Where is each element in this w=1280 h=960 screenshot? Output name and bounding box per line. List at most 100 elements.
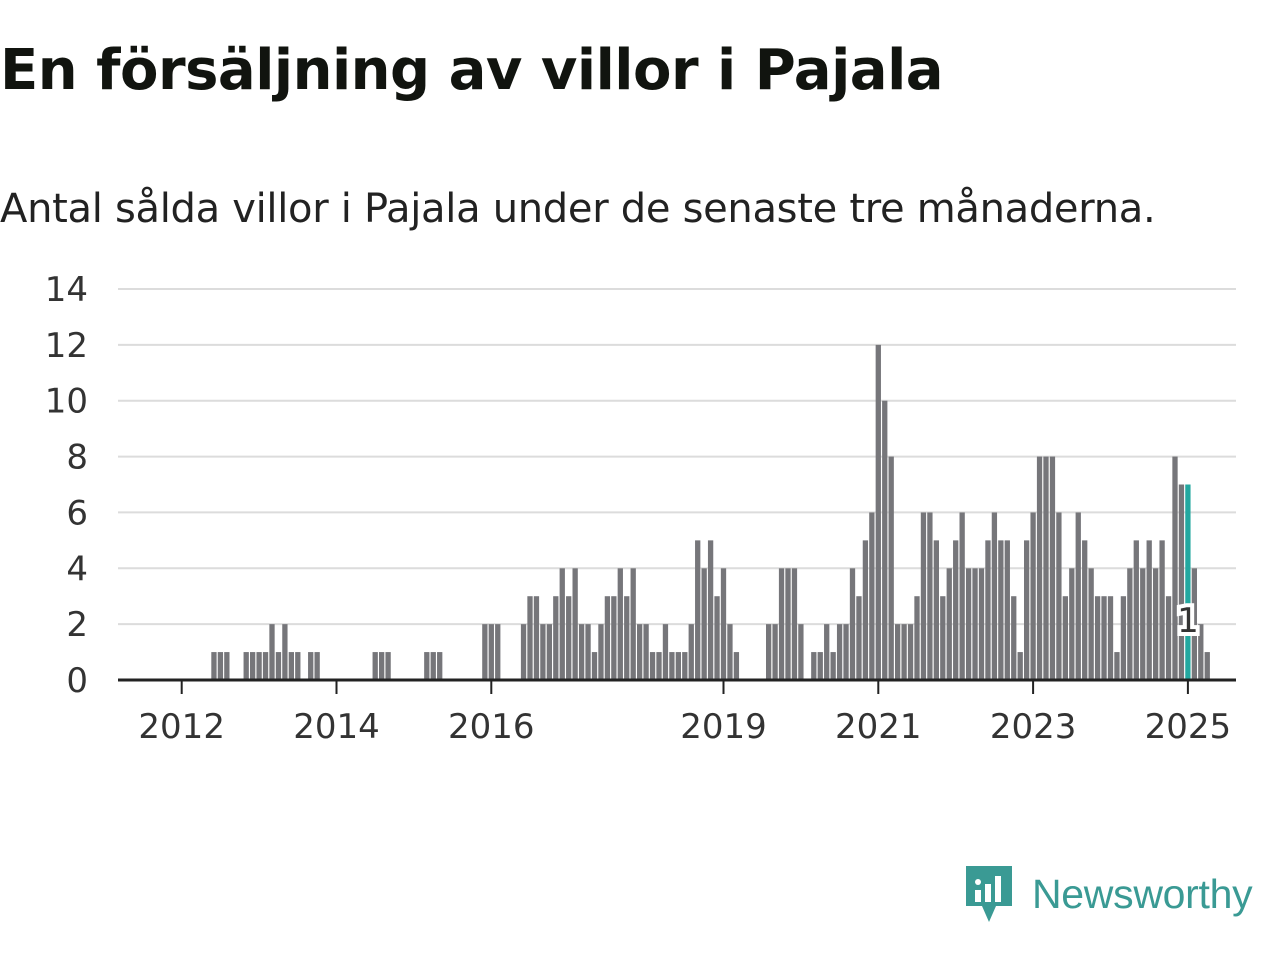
bar: [578, 624, 585, 680]
bar: [643, 624, 649, 680]
bar: [379, 652, 385, 680]
bar: [907, 624, 914, 680]
bar: [830, 652, 836, 680]
bar: [1133, 540, 1139, 680]
bar: [953, 540, 959, 680]
brand-name: Newsworthy: [1032, 870, 1253, 917]
bar: [1198, 624, 1204, 680]
newsworthy-logo-icon: [966, 866, 1012, 922]
bar: [604, 596, 611, 680]
y-tick-label: 10: [45, 382, 88, 422]
bar: [669, 652, 675, 680]
bar: [1178, 484, 1185, 680]
bar: [288, 652, 294, 680]
x-tick-label: 2016: [448, 707, 535, 747]
bar: [675, 652, 681, 680]
bar: [527, 596, 533, 680]
bar: [1159, 540, 1165, 680]
bar: [798, 624, 804, 680]
bar: [546, 624, 552, 680]
bar: [637, 624, 643, 680]
bar: [1011, 596, 1017, 680]
bar: [895, 624, 901, 680]
chart-subtitle: Antal sålda villor i Pajala under de sen…: [0, 186, 1156, 232]
bar: [1094, 596, 1101, 680]
bar: [1075, 512, 1081, 680]
bar: [1127, 568, 1133, 680]
bar: [611, 596, 617, 680]
bar: [656, 652, 662, 680]
bar: [766, 624, 772, 680]
bar: [430, 652, 436, 680]
x-tick-label: 2012: [138, 707, 225, 747]
newsworthy-logo[interactable]: Newsworthy: [964, 864, 1253, 924]
bar: [875, 344, 881, 680]
bar: [817, 652, 823, 680]
bar: [772, 624, 778, 680]
bar: [488, 624, 494, 680]
bar: [211, 652, 217, 680]
bar: [591, 652, 598, 680]
bar: [836, 624, 843, 680]
bar: [1082, 540, 1088, 680]
bar: [701, 568, 707, 680]
y-tick-label: 6: [66, 493, 88, 533]
bar: [959, 512, 965, 680]
bar: [1062, 596, 1068, 680]
chart-title: En försäljning av villor i Pajala: [0, 38, 944, 103]
bar: [682, 652, 688, 680]
bar: [256, 652, 262, 680]
bar: [649, 652, 656, 680]
bar: [882, 400, 888, 680]
bar: [217, 652, 224, 680]
bar: [224, 652, 230, 680]
bar: [791, 568, 798, 680]
bar: [662, 624, 669, 680]
bar: [1146, 540, 1152, 680]
bar: [965, 568, 972, 680]
bar: [920, 512, 927, 680]
bar: [1017, 652, 1023, 680]
bar: [901, 624, 907, 680]
bar: [695, 540, 701, 680]
bar: [585, 624, 591, 680]
y-tick-label: 14: [45, 270, 88, 310]
bar: [714, 596, 720, 680]
bar: [707, 540, 714, 680]
bar: [520, 624, 527, 680]
bar: [1049, 456, 1056, 680]
x-tick-label: 2014: [293, 707, 380, 747]
bar: [824, 624, 830, 680]
y-tick-label: 2: [66, 605, 88, 645]
bar: [946, 568, 952, 680]
bar: [553, 596, 559, 680]
x-tick-label: 2025: [1145, 707, 1232, 747]
bar: [1101, 596, 1107, 680]
bar: [1165, 596, 1172, 680]
highlight-bar: [1185, 484, 1191, 680]
bar: [1036, 456, 1043, 680]
bar: [720, 568, 727, 680]
bar: [933, 540, 939, 680]
bar: [1114, 652, 1120, 680]
bar: [849, 568, 856, 680]
bar: [1172, 456, 1178, 680]
bar: [914, 596, 920, 680]
bar: [385, 652, 391, 680]
bar: [1056, 512, 1062, 680]
bar: [275, 652, 282, 680]
bar: [1069, 568, 1075, 680]
bar: [372, 652, 378, 680]
bar: [862, 540, 869, 680]
bar: [308, 652, 314, 680]
bar: [424, 652, 430, 680]
bar: [559, 568, 565, 680]
bar: [888, 456, 894, 680]
bar: [269, 624, 275, 680]
bar: [495, 624, 501, 680]
bar: [617, 568, 623, 680]
bar: [630, 568, 636, 680]
bar: [540, 624, 546, 680]
highlight-value-label: 1: [1177, 601, 1199, 641]
